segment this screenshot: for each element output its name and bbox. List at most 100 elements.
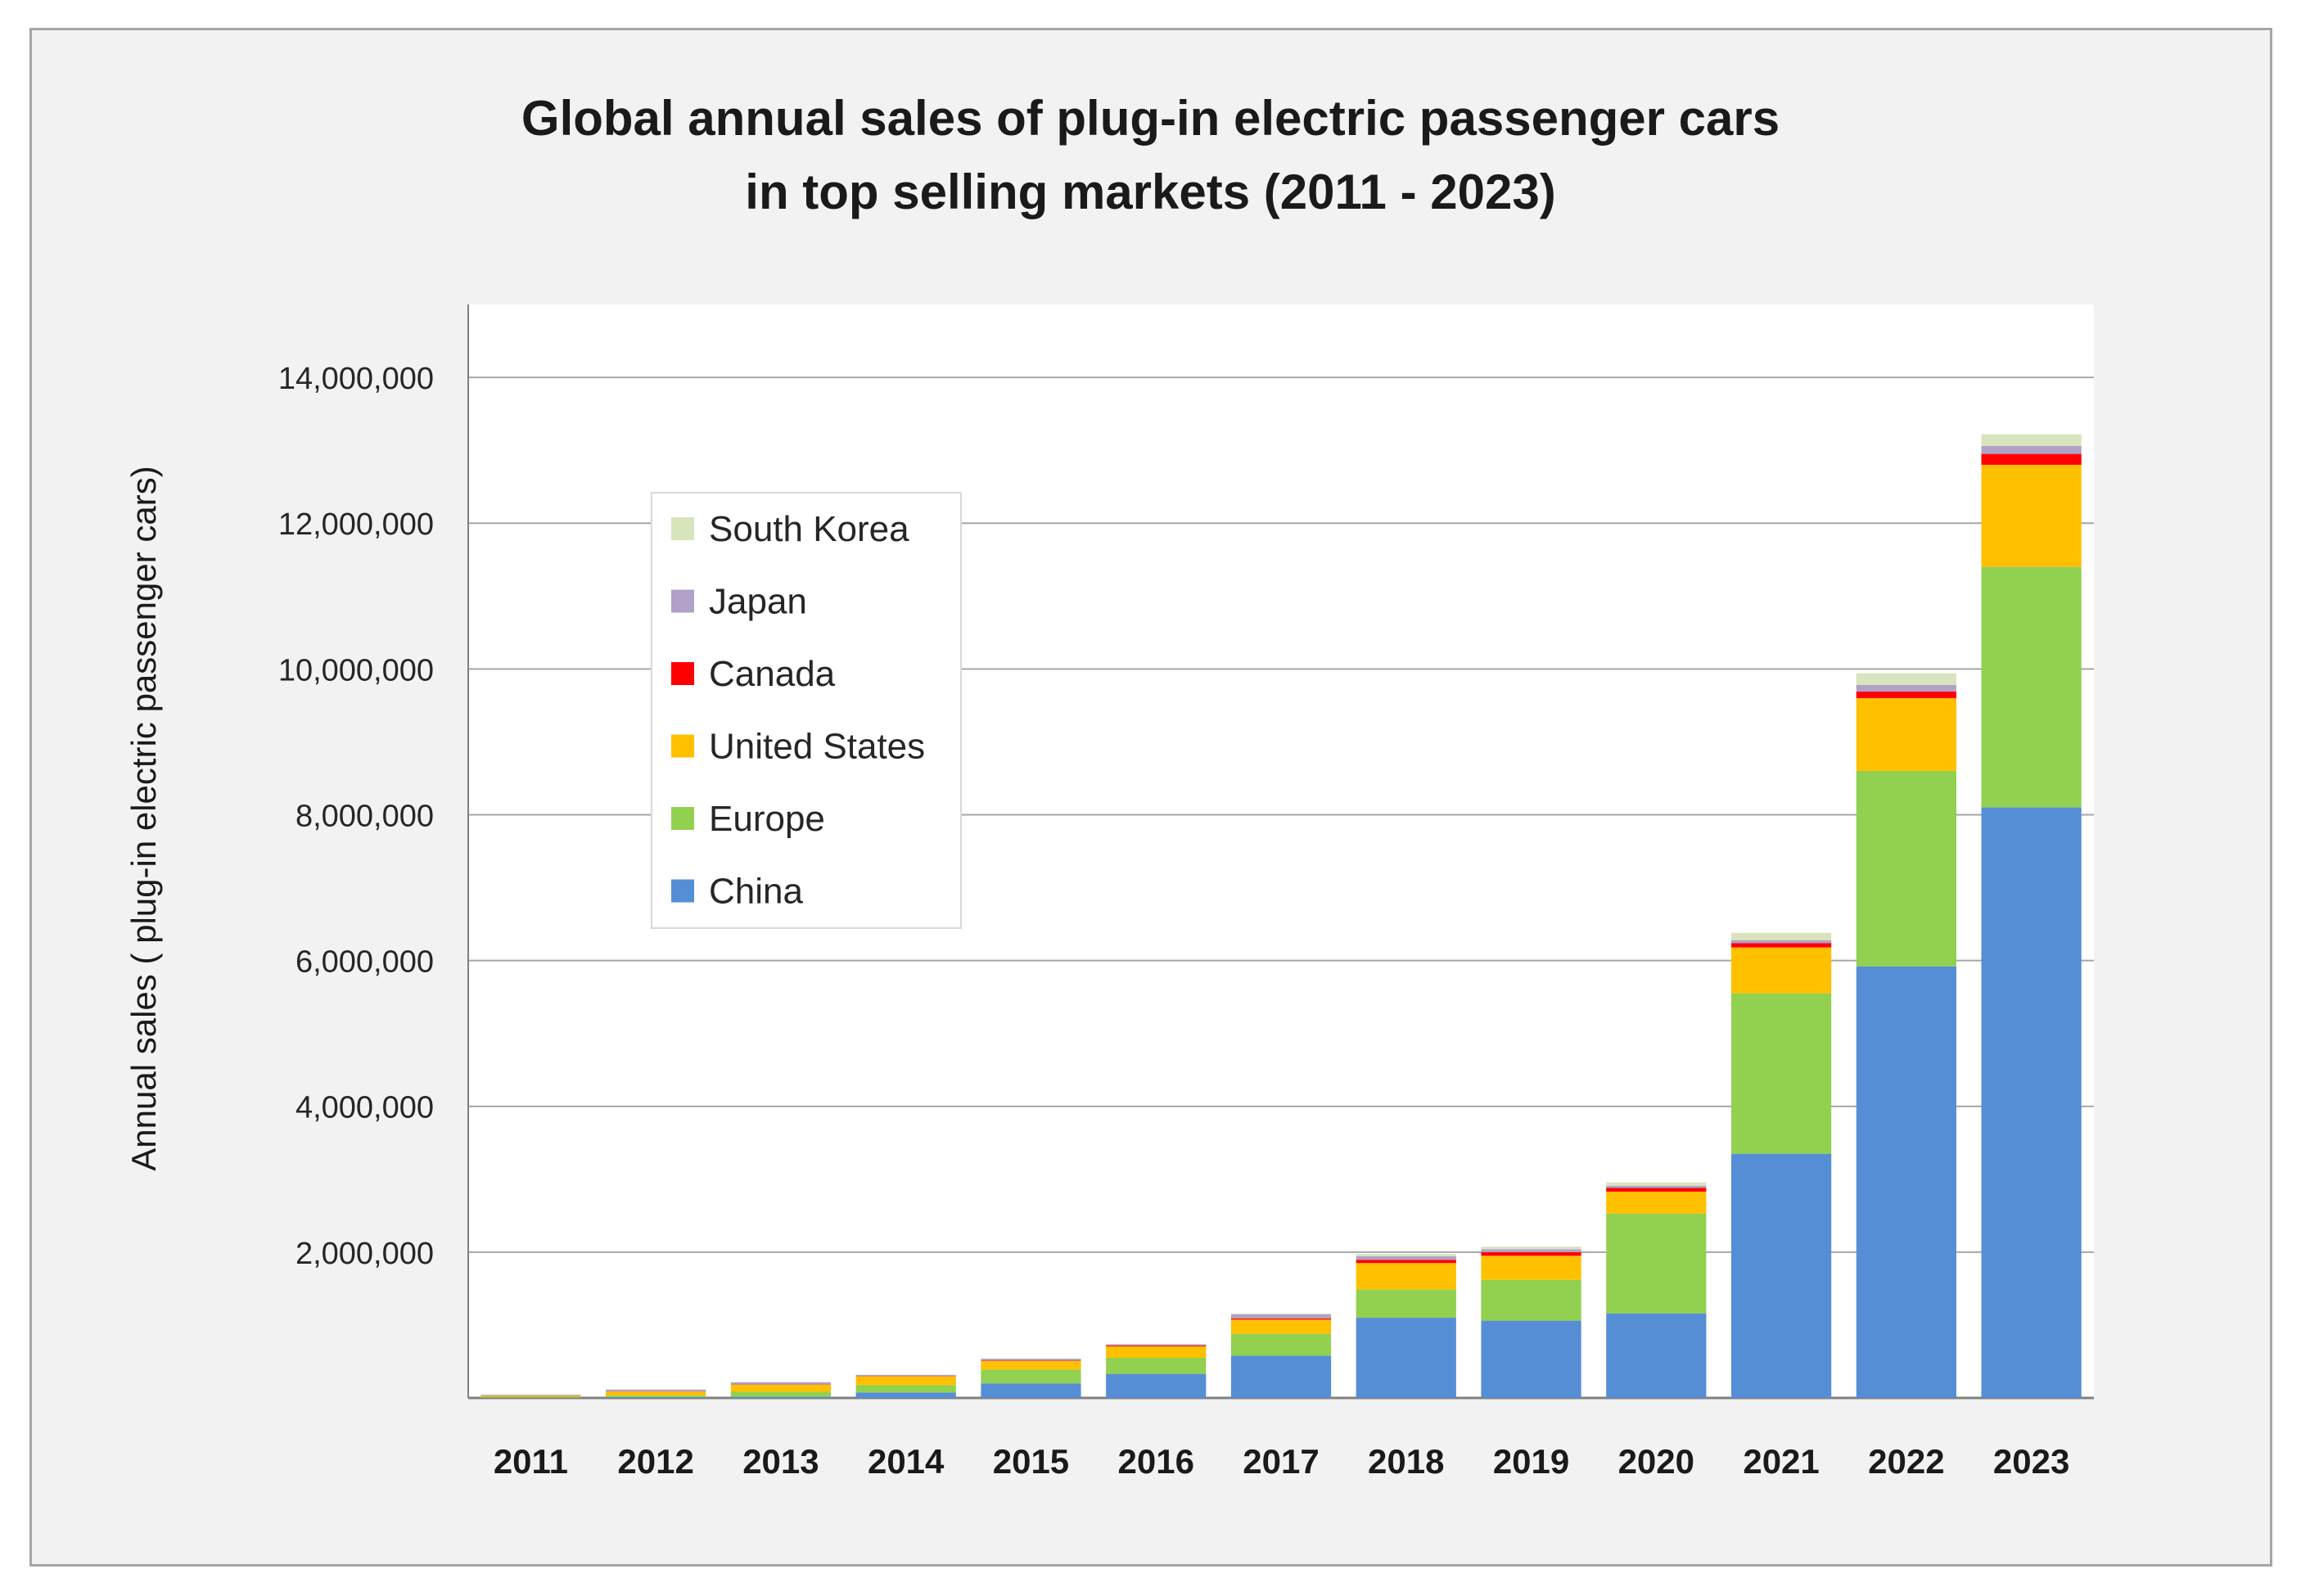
bar-south-korea-2022	[1856, 673, 1956, 685]
x-tick-label: 2021	[1743, 1442, 1819, 1481]
bar-europe-2018	[1356, 1289, 1456, 1319]
bar-japan-2017	[1230, 1314, 1332, 1319]
bar-europe-2014	[855, 1385, 956, 1393]
legend-swatch	[671, 879, 694, 903]
legend-swatch	[671, 734, 694, 758]
bar-japan-2018	[1356, 1256, 1456, 1260]
bar-canada-2020	[1606, 1188, 1707, 1192]
bar-europe-2021	[1730, 993, 1832, 1154]
bar-china-2019	[1481, 1320, 1581, 1398]
bar-europe-2019	[1481, 1279, 1581, 1321]
legend-swatch	[671, 589, 694, 613]
bar-europe-2011	[481, 1396, 581, 1398]
bar-south-korea-2020	[1606, 1182, 1707, 1186]
bar-united-states-2012	[606, 1391, 706, 1395]
y-tick-label: 6,000,000	[296, 945, 434, 980]
bar-united-states-2021	[1730, 947, 1832, 994]
legend-label: Canada	[709, 654, 836, 694]
legend-swatch	[671, 517, 694, 540]
bar-united-states-2015	[981, 1360, 1081, 1370]
legend-label: United States	[709, 727, 925, 767]
x-tick-label: 2023	[1993, 1442, 2069, 1481]
bar-united-states-2017	[1230, 1319, 1332, 1334]
x-tick-label: 2011	[494, 1442, 568, 1481]
x-tick-label: 2012	[617, 1442, 693, 1481]
bar-south-korea-2019	[1481, 1247, 1581, 1250]
bar-south-korea-2021	[1730, 932, 1832, 940]
bar-china-2016	[1106, 1373, 1207, 1398]
bar-united-states-2011	[481, 1395, 581, 1397]
bar-japan-2014	[855, 1374, 956, 1377]
bar-china-2015	[981, 1383, 1081, 1398]
bar-united-states-2020	[1606, 1191, 1707, 1214]
y-axis-title: Annual sales ( plug-in electric passenge…	[124, 466, 163, 1170]
bar-japan-2023	[1981, 445, 2082, 454]
legend-label: China	[709, 872, 803, 912]
bar-canada-2018	[1356, 1260, 1456, 1264]
bar-south-korea-2023	[1981, 434, 2082, 446]
bar-china-2022	[1856, 966, 1956, 1398]
y-tick-label: 2,000,000	[296, 1237, 434, 1271]
bar-europe-2012	[606, 1395, 706, 1398]
legend-label: Europe	[709, 799, 825, 839]
y-tick-label: 12,000,000	[278, 507, 434, 542]
x-tick-label: 2019	[1493, 1442, 1569, 1481]
legend-label: Japan	[709, 582, 807, 622]
y-tick-label: 4,000,000	[296, 1091, 434, 1125]
bar-china-2012	[606, 1397, 706, 1398]
bar-canada-2022	[1856, 691, 1956, 698]
bar-united-states-2018	[1356, 1263, 1456, 1290]
bar-united-states-2019	[1481, 1256, 1581, 1280]
bar-canada-2023	[1981, 453, 2082, 465]
bar-japan-2019	[1481, 1249, 1581, 1252]
bar-japan-2020	[1606, 1185, 1707, 1188]
bar-united-states-2013	[730, 1384, 832, 1392]
bar-china-2013	[730, 1396, 832, 1398]
bar-europe-2023	[1981, 566, 2082, 808]
bar-united-states-2016	[1106, 1346, 1207, 1359]
bar-canada-2015	[981, 1360, 1081, 1361]
bar-china-2018	[1356, 1318, 1456, 1398]
x-tick-label: 2020	[1618, 1442, 1694, 1481]
bar-china-2017	[1230, 1355, 1332, 1398]
bar-japan-2022	[1856, 684, 1956, 692]
chart-title-line-1: Global annual sales of plug-in electric …	[521, 91, 1780, 146]
bar-united-states-2014	[855, 1376, 956, 1386]
bar-china-2023	[1981, 807, 2082, 1398]
legend-label: South Korea	[709, 509, 909, 549]
bar-europe-2017	[1230, 1333, 1332, 1356]
bar-europe-2022	[1856, 771, 1956, 967]
y-tick-label: 14,000,000	[278, 362, 434, 396]
legend-swatch	[671, 662, 694, 685]
x-tick-label: 2018	[1368, 1442, 1444, 1481]
legend-box	[651, 492, 962, 929]
bar-china-2014	[855, 1392, 956, 1398]
bar-japan-2015	[981, 1359, 1081, 1361]
y-tick-label: 10,000,000	[278, 653, 434, 688]
bar-united-states-2022	[1856, 697, 1956, 772]
x-tick-label: 2014	[868, 1442, 945, 1481]
bar-japan-2021	[1730, 940, 1832, 944]
bar-china-2020	[1606, 1313, 1707, 1398]
x-tick-label: 2016	[1118, 1442, 1194, 1481]
y-tick-label: 8,000,000	[296, 799, 434, 833]
x-tick-label: 2015	[993, 1442, 1069, 1481]
x-tick-label: 2013	[742, 1442, 819, 1481]
bar-canada-2019	[1481, 1251, 1581, 1256]
x-tick-label: 2022	[1868, 1442, 1944, 1481]
bar-europe-2020	[1606, 1213, 1707, 1314]
bar-europe-2016	[1106, 1358, 1207, 1374]
bar-south-korea-2018	[1356, 1254, 1456, 1256]
bar-japan-2012	[606, 1389, 706, 1391]
x-tick-label: 2017	[1243, 1442, 1319, 1481]
bar-canada-2021	[1730, 943, 1832, 948]
legend-swatch	[671, 807, 694, 830]
bar-europe-2015	[981, 1369, 1081, 1384]
bar-china-2021	[1730, 1153, 1832, 1398]
chart-title-line-2: in top selling markets (2011 - 2023)	[745, 165, 1556, 219]
bar-japan-2016	[1106, 1344, 1207, 1346]
bar-japan-2013	[730, 1382, 832, 1385]
bar-united-states-2023	[1981, 464, 2082, 567]
bar-europe-2013	[730, 1391, 832, 1397]
